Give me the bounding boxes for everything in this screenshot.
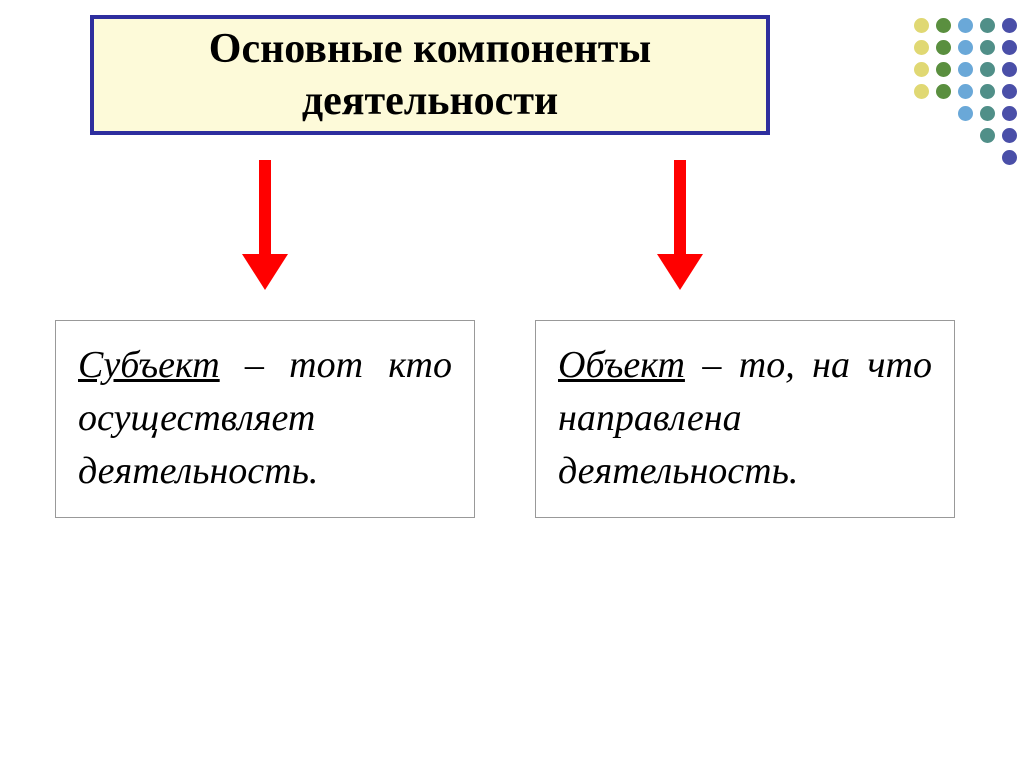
decoration-dot bbox=[936, 62, 951, 77]
decoration-dot bbox=[914, 40, 929, 55]
title-box: Основные компоненты деятельности bbox=[90, 15, 770, 135]
decoration-dot bbox=[1002, 62, 1017, 77]
decoration-dot bbox=[958, 106, 973, 121]
definition-separator-left: – bbox=[220, 344, 289, 386]
definition-term-left: Субъект bbox=[78, 344, 220, 386]
title-text: Основные компоненты деятельности bbox=[102, 23, 758, 128]
definition-box-left: Субъект – тот кто осуществляет деятельно… bbox=[55, 320, 475, 518]
decoration-dot bbox=[1002, 106, 1017, 121]
decoration-dot bbox=[1002, 40, 1017, 55]
decoration-dot bbox=[958, 62, 973, 77]
definition-text-right: Объект – то, на что направлена деятельно… bbox=[558, 339, 932, 499]
definition-term-right: Объект bbox=[558, 344, 685, 386]
decoration-dot bbox=[936, 18, 951, 33]
decoration-dot bbox=[980, 128, 995, 143]
decoration-dot bbox=[1002, 84, 1017, 99]
decoration-dot bbox=[1002, 150, 1017, 165]
decoration-dot bbox=[1002, 18, 1017, 33]
definition-box-right: Объект – то, на что направлена деятельно… bbox=[535, 320, 955, 518]
arrow-left bbox=[235, 160, 295, 290]
decoration-dot bbox=[980, 18, 995, 33]
decoration-dot bbox=[980, 40, 995, 55]
decoration-dot bbox=[914, 18, 929, 33]
decoration-dot bbox=[936, 84, 951, 99]
decoration-dot bbox=[914, 84, 929, 99]
arrow-right bbox=[650, 160, 710, 290]
decoration-dot bbox=[958, 18, 973, 33]
decoration-dot-grid bbox=[914, 18, 1024, 172]
decoration-dot bbox=[980, 106, 995, 121]
decoration-dot bbox=[958, 40, 973, 55]
decoration-dot bbox=[1002, 128, 1017, 143]
decoration-dot bbox=[936, 40, 951, 55]
decoration-dot bbox=[958, 84, 973, 99]
decoration-dot bbox=[980, 84, 995, 99]
definition-separator-right: – bbox=[685, 344, 739, 386]
definition-text-left: Субъект – тот кто осуществляет деятельно… bbox=[78, 339, 452, 499]
decoration-dot bbox=[980, 62, 995, 77]
decoration-dot bbox=[914, 62, 929, 77]
